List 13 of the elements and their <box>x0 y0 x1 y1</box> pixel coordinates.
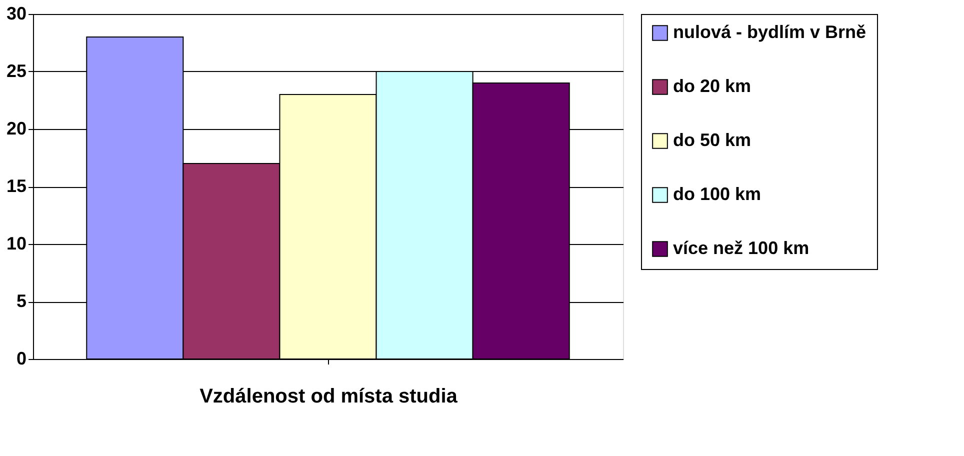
y-tick-label: 30 <box>6 4 26 24</box>
legend-label: nulová - bydlím v Brně <box>673 22 866 42</box>
y-tick-label: 20 <box>6 118 26 138</box>
x-axis-title: Vzdálenost od místa studia <box>200 386 458 408</box>
y-tick-label: 5 <box>16 291 26 311</box>
y-tick-label: 10 <box>6 234 26 254</box>
legend-label: do 50 km <box>673 130 752 150</box>
legend-label: do 100 km <box>673 184 762 204</box>
legend-label: do 20 km <box>673 76 752 96</box>
y-tick-label: 25 <box>6 61 26 81</box>
y-tick-label: 15 <box>6 176 26 196</box>
legend-label: více než 100 km <box>673 238 810 258</box>
y-tick-label: 0 <box>16 348 26 368</box>
